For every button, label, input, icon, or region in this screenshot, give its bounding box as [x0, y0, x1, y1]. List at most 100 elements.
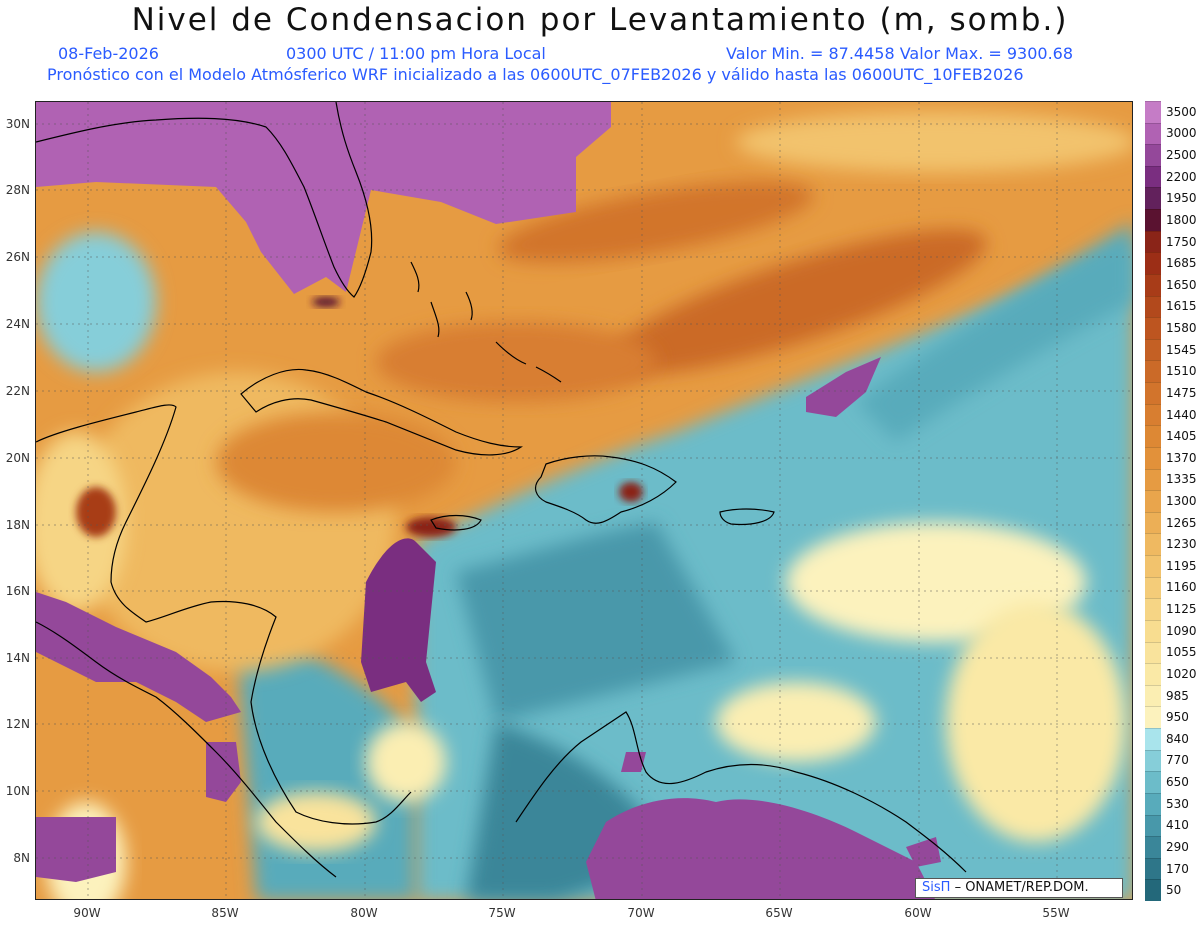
color-scale-cell [1145, 144, 1161, 167]
color-scale-label: 170 [1166, 861, 1189, 876]
lon-label-60w: 60W [904, 906, 932, 920]
color-scale-label: 410 [1166, 818, 1189, 833]
color-scale-label: 950 [1166, 710, 1189, 725]
color-scale-label: 1440 [1166, 407, 1197, 422]
color-scale-cell [1145, 706, 1161, 729]
color-scale-label: 1370 [1166, 450, 1197, 465]
color-scale-label: 3500 [1166, 104, 1197, 119]
map-title: Nivel de Condensacion por Levantamiento … [131, 2, 1069, 38]
color-scale-cell [1145, 187, 1161, 210]
color-scale-cell [1145, 771, 1161, 794]
color-scale-cell [1145, 403, 1161, 426]
credit-text: – ONAMET/REP.DOM. [954, 880, 1089, 895]
lcl-shaded-field [36, 102, 1132, 899]
color-scale-bar [1145, 101, 1161, 902]
lat-label-22n: 22N [5, 384, 30, 398]
color-scale-cell [1145, 533, 1161, 556]
color-scale-label: 1950 [1166, 191, 1197, 206]
color-scale-cell [1145, 360, 1161, 383]
lat-lon-grid [36, 102, 1132, 899]
color-scale-label: 985 [1166, 688, 1189, 703]
color-scale-cell [1145, 122, 1161, 145]
lon-label-90w: 90W [73, 906, 101, 920]
lon-label-80w: 80W [350, 906, 378, 920]
color-scale-cell [1145, 879, 1161, 902]
color-scale-cell [1145, 230, 1161, 253]
color-scale-label: 530 [1166, 796, 1189, 811]
color-scale-label: 1405 [1166, 429, 1197, 444]
color-scale-cell [1145, 295, 1161, 318]
color-scale-cell [1145, 641, 1161, 664]
color-scale-cell [1145, 317, 1161, 340]
lon-label-55w: 55W [1042, 906, 1070, 920]
color-scale-cell [1145, 209, 1161, 232]
color-scale-cell [1145, 338, 1161, 361]
color-scale-cell [1145, 749, 1161, 772]
color-scale-cell [1145, 165, 1161, 188]
lat-label-20n: 20N [5, 451, 30, 465]
lat-label-18n: 18N [5, 518, 30, 532]
color-scale-cell [1145, 792, 1161, 815]
color-scale-cell [1145, 555, 1161, 578]
color-scale-cell [1145, 684, 1161, 707]
color-scale-cell [1145, 619, 1161, 643]
color-scale-label: 3000 [1166, 126, 1197, 141]
color-scale-label: 2500 [1166, 148, 1197, 163]
color-scale-cell [1145, 468, 1161, 491]
color-scale-label: 1750 [1166, 234, 1197, 249]
lat-label-26n: 26N [5, 250, 30, 264]
color-scale-cell [1145, 511, 1161, 534]
color-scale-cell [1145, 273, 1161, 297]
lat-label-10n: 10N [5, 784, 30, 798]
lat-label-30n: 30N [5, 117, 30, 131]
color-scale-label: 1090 [1166, 623, 1197, 638]
color-scale-label: 770 [1166, 753, 1189, 768]
color-scale-cell [1145, 101, 1161, 124]
color-scale-cell [1145, 663, 1161, 686]
color-scale-label: 840 [1166, 731, 1189, 746]
lat-label-24n: 24N [5, 317, 30, 331]
lat-label-28n: 28N [5, 183, 30, 197]
lat-label-14n: 14N [5, 651, 30, 665]
color-scale-label: 1300 [1166, 494, 1197, 508]
color-scale-label: 1055 [1166, 645, 1197, 660]
forecast-time: 0300 UTC / 11:00 pm Hora Local [286, 44, 546, 63]
color-scale-label: 1510 [1166, 364, 1197, 379]
lon-label-65w: 65W [765, 906, 793, 920]
color-scale-cell [1145, 836, 1161, 859]
color-scale-cell [1145, 814, 1161, 837]
lon-label-85w: 85W [211, 906, 239, 920]
color-scale-label: 1160 [1166, 580, 1197, 595]
forecast-date: 08-Feb-2026 [58, 44, 159, 63]
color-scale-cell [1145, 728, 1161, 751]
color-scale-cell [1145, 425, 1161, 448]
color-scale-label: 1195 [1166, 558, 1197, 573]
color-scale-cell [1145, 490, 1161, 513]
forecast-description: Pronóstico con el Modelo Atmósferico WRF… [47, 65, 1024, 84]
color-scale-cell [1145, 252, 1161, 275]
color-scale-cell [1145, 382, 1161, 405]
color-scale-label: 1685 [1166, 256, 1197, 271]
lon-label-75w: 75W [488, 906, 516, 920]
color-scale-label: 1230 [1166, 537, 1197, 552]
color-scale-cell [1145, 598, 1161, 621]
credit-box: SisΠ – ONAMET/REP.DOM. [915, 878, 1123, 898]
color-scale-label: 1615 [1166, 299, 1197, 314]
min-max-values: Valor Min. = 87.4458 Valor Max. = 9300.6… [726, 44, 1074, 63]
lat-label-12n: 12N [5, 717, 30, 731]
color-scale-label: 1545 [1166, 342, 1197, 357]
color-scale-label: 1265 [1166, 515, 1197, 530]
coastlines [36, 102, 967, 878]
color-scale-label: 650 [1166, 775, 1189, 790]
color-scale-cell [1145, 446, 1161, 470]
color-scale-cell [1145, 857, 1161, 880]
color-scale-label: 1335 [1166, 472, 1197, 487]
color-scale-label: 1580 [1166, 321, 1197, 336]
color-scale-label: 1125 [1166, 602, 1197, 617]
color-scale-label: 290 [1166, 839, 1189, 854]
lcl-map [35, 101, 1133, 900]
color-scale-cell [1145, 576, 1161, 599]
color-scale-label: 1800 [1166, 212, 1197, 227]
sispi-logo: SisΠ [922, 880, 951, 895]
color-scale-label: 1020 [1166, 666, 1197, 681]
